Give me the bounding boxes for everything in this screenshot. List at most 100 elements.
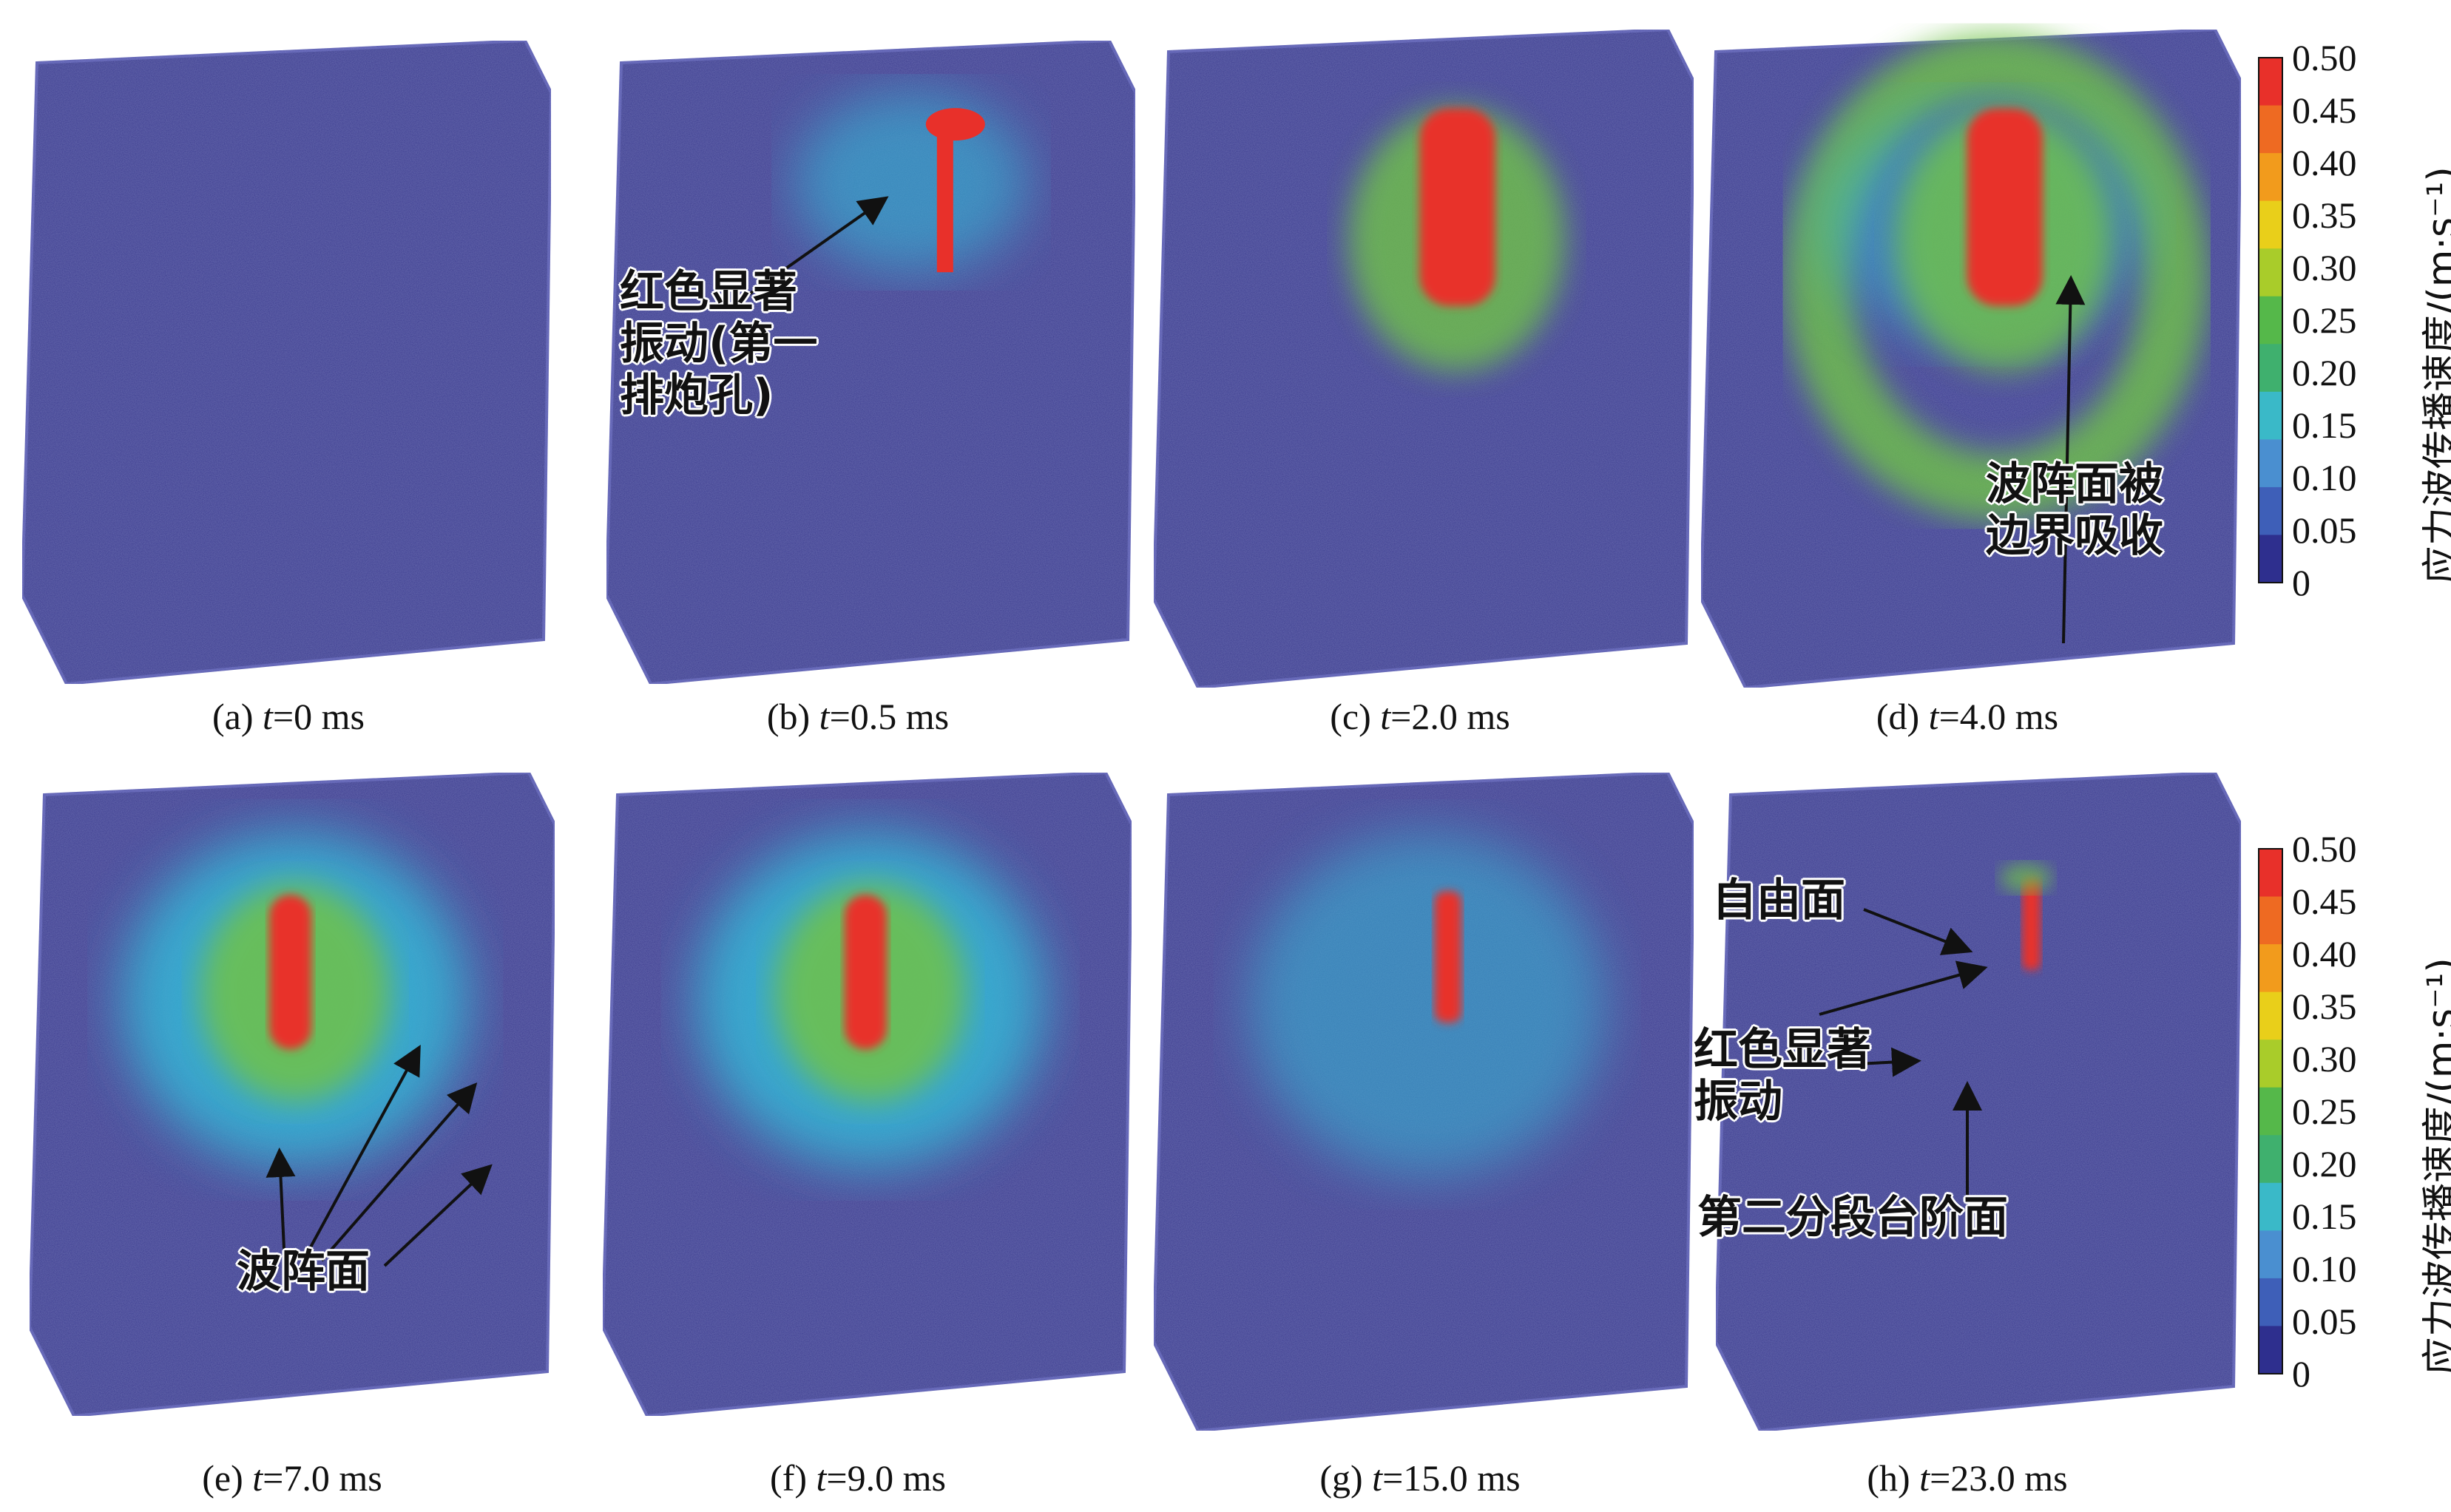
- panel-g: [1152, 770, 1696, 1433]
- colorbar-segment: [2259, 105, 2282, 155]
- caption-value: =0 ms: [272, 696, 365, 737]
- colorbar-frame: [2258, 57, 2283, 583]
- panel-caption-e: (e) t=7.0 ms: [202, 1457, 382, 1499]
- colorbar-segment: [2259, 248, 2282, 297]
- annotation-wavefront: 波阵面: [237, 1246, 370, 1298]
- colorbar-tick-label: 0.50: [2292, 828, 2357, 869]
- colorbar-title: 应力波传播速度/(m·s⁻¹): [2420, 957, 2451, 1375]
- colorbar-segment: [2259, 58, 2282, 106]
- annotation-bench-face: 第二分段台阶面: [1697, 1192, 2008, 1244]
- colorbar-tick-label: 0.30: [2292, 247, 2357, 288]
- colorbar-tick-label: 0.45: [2292, 89, 2357, 131]
- colorbar-tick-label: 0.20: [2292, 352, 2357, 393]
- colorbar-segment: [2259, 535, 2282, 583]
- caption-prefix: (a): [212, 696, 263, 737]
- annotation-arrow: [1819, 960, 1988, 1016]
- annotation-arrow: [1841, 1047, 1921, 1077]
- caption-value: =0.5 ms: [829, 696, 950, 737]
- annotation-line: 振动: [1694, 1076, 1782, 1128]
- colorbar-tick-label: 0: [2292, 1353, 2310, 1394]
- colorbar-segment: [2259, 296, 2282, 345]
- panel-caption-f: (f) t=9.0 ms: [770, 1457, 946, 1499]
- annotation-line: 排炮孔): [620, 370, 774, 421]
- colorbar-segment: [2259, 391, 2282, 441]
- panel-f: [601, 770, 1134, 1418]
- colorbar-segment: [2259, 944, 2282, 993]
- annotation-arrow: [746, 196, 889, 297]
- caption-prefix: (h): [1867, 1457, 1920, 1499]
- colorbar-tick-label: 0.05: [2292, 1301, 2357, 1342]
- colorbar-frame: [2258, 848, 2283, 1374]
- colorbar-segment: [2259, 1182, 2282, 1232]
- caption-variable: t: [1919, 1457, 1930, 1499]
- panel-c: [1152, 27, 1696, 690]
- panel-caption-b: (b) t=0.5 ms: [767, 695, 949, 738]
- caption-value: =15.0 ms: [1382, 1457, 1521, 1499]
- caption-variable: t: [1372, 1457, 1383, 1499]
- cube-model: [20, 38, 553, 686]
- colorbar-tick-label: 0.10: [2292, 457, 2357, 498]
- colorbar-tick-label: 0.15: [2292, 404, 2357, 446]
- caption-variable: t: [1380, 696, 1391, 737]
- caption-value: =4.0 ms: [1938, 696, 2059, 737]
- colorbar-segment: [2259, 849, 2282, 898]
- colorbar-segment: [2259, 200, 2282, 250]
- caption-value: =2.0 ms: [1390, 696, 1510, 737]
- colorbar-segment: [2259, 1326, 2282, 1374]
- annotation-arrow: [266, 1147, 296, 1265]
- annotation-first-row-holes: 红色显著 振动(第一 排炮孔): [620, 266, 817, 421]
- annotation-line: 红色显著: [1694, 1024, 1871, 1076]
- colorbar-segment: [2259, 1040, 2282, 1088]
- colorbar-segment: [2259, 1230, 2282, 1279]
- colorbar-tick-label: 0.35: [2292, 194, 2357, 236]
- vibration-core: [269, 895, 311, 1050]
- caption-prefix: (f): [770, 1457, 817, 1499]
- colorbar-2: [2258, 848, 2283, 1374]
- wavefield-halo: [1248, 833, 1606, 1176]
- annotation-boundary-absorb: 波阵面被 边界吸收: [1986, 458, 2163, 562]
- vibration-core: [2022, 878, 2041, 970]
- panel-d: [1699, 27, 2243, 690]
- panel-b: [604, 38, 1137, 686]
- annotation-arrow: [302, 1044, 421, 1261]
- vibration-core: [844, 895, 887, 1050]
- caption-variable: t: [252, 1457, 263, 1499]
- vibration-core: [1419, 108, 1495, 306]
- annotation-arrow: [320, 1082, 478, 1262]
- annotation-line: 振动(第一: [620, 318, 818, 370]
- colorbar-segment: [2259, 153, 2282, 202]
- caption-variable: t: [819, 696, 830, 737]
- wavefront-ring: [1785, 32, 2208, 521]
- caption-value: =9.0 ms: [826, 1457, 946, 1499]
- annotation-arrows: [266, 196, 2086, 1267]
- colorbar-segment: [2259, 487, 2282, 536]
- colorbar-title: 应力波传播速度/(m·s⁻¹): [2420, 166, 2451, 584]
- colorbar-tick-label: 0.05: [2292, 509, 2357, 551]
- caption-prefix: (d): [1876, 696, 1929, 737]
- colorbar-tick-label: 0.10: [2292, 1248, 2357, 1289]
- wavefield-mid: [2000, 863, 2052, 893]
- caption-prefix: (g): [1319, 1457, 1373, 1499]
- colorbar-tick-label: 0.50: [2292, 37, 2357, 78]
- colorbar-tick-label: 0.40: [2292, 142, 2357, 183]
- caption-variable: t: [263, 696, 273, 737]
- panel-caption-d: (d) t=4.0 ms: [1876, 695, 2058, 738]
- colorbar-1: [2258, 57, 2283, 583]
- vibration-core: [1434, 891, 1462, 1023]
- colorbar-tick-label: 0.25: [2292, 1091, 2357, 1132]
- caption-variable: t: [1928, 696, 1939, 737]
- wavefield-halo: [794, 92, 1028, 273]
- colorbar-segment: [2259, 896, 2282, 946]
- colorbar-tick-label: 0.15: [2292, 1196, 2357, 1237]
- colorbar-segment: [2259, 344, 2282, 393]
- annotation-vibration: 红色显著 振动: [1694, 1024, 1871, 1128]
- colorbar-tick-label: 0.20: [2292, 1143, 2357, 1184]
- caption-prefix: (c): [1330, 696, 1381, 737]
- colorbar-tick-label: 0.45: [2292, 881, 2357, 922]
- colorbar-tick-label: 0.30: [2292, 1038, 2357, 1079]
- vibration-core: [925, 108, 985, 141]
- caption-prefix: (b): [766, 696, 819, 737]
- annotation-free-face: 自由面: [1712, 875, 1845, 926]
- vibration-core: [1967, 108, 2043, 306]
